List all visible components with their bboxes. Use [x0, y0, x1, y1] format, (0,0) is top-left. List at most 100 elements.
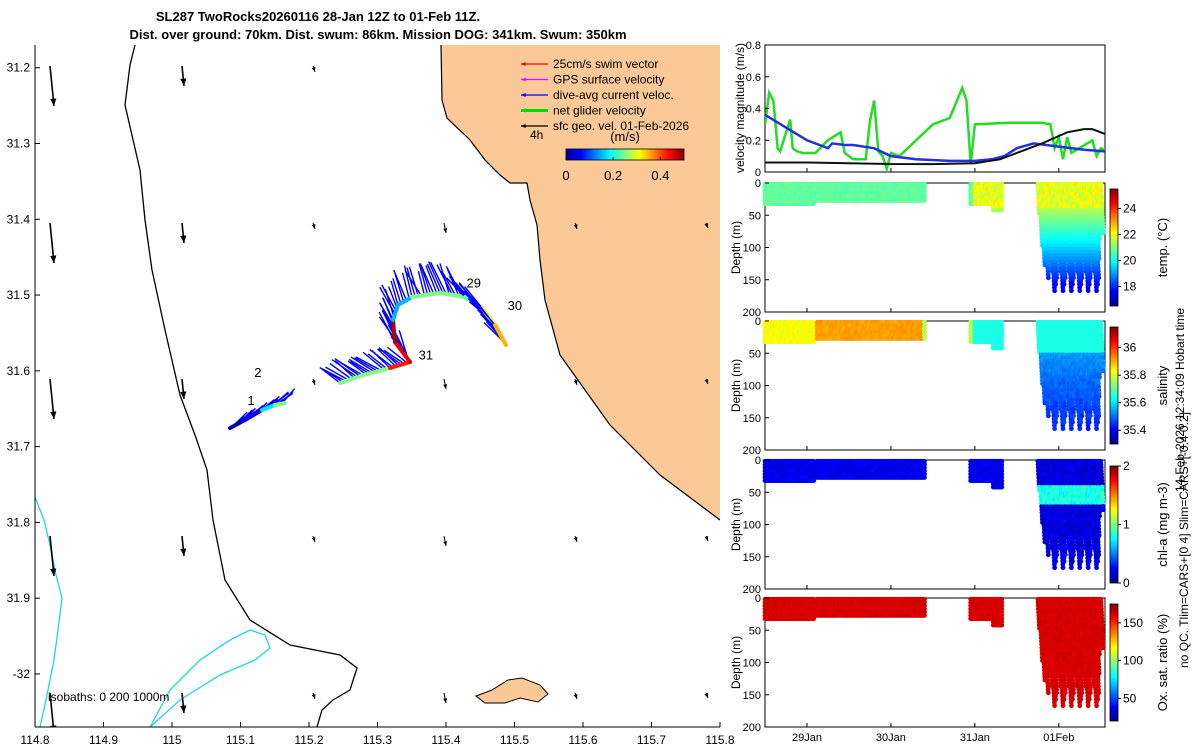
section-colorbar-tick-label: 22 — [1123, 228, 1137, 242]
section-point — [1078, 281, 1084, 287]
current-vector — [383, 349, 405, 365]
section-y-tick-label: 0 — [755, 316, 761, 328]
section-y-tick-label: 100 — [743, 243, 761, 255]
section-colorbar-tick-label: 35.4 — [1123, 423, 1147, 437]
isobath-1000m-a — [35, 496, 63, 727]
section-point — [1094, 288, 1099, 294]
colorbar-tick-label: 0.4 — [651, 168, 669, 183]
section-point — [999, 207, 1005, 213]
section-point — [1096, 394, 1102, 399]
section-point — [1061, 419, 1067, 425]
section-points — [762, 181, 1106, 294]
map-y-tick-label: 31.9 — [7, 591, 31, 605]
current-vector — [325, 366, 349, 381]
sfc-vel-arrow-head — [704, 536, 709, 541]
current-vector — [355, 356, 382, 372]
section-point — [1077, 426, 1083, 432]
map-y-ticks: 31.231.331.431.531.631.731.831.9-32 — [7, 61, 40, 681]
colorbar-tick-label: 0.2 — [604, 168, 622, 183]
current-vector — [367, 353, 388, 370]
track-segment — [391, 318, 397, 344]
legend-arrow-head — [521, 77, 526, 82]
section-point — [1070, 419, 1075, 425]
track-segment — [410, 291, 442, 299]
track-segment — [391, 303, 400, 322]
current-vector — [348, 358, 373, 374]
velocity-y-tick-label: 0.2 — [746, 135, 761, 147]
section-point — [1060, 426, 1066, 432]
section-y-tick-label: 150 — [743, 275, 761, 287]
legend-time-label: 4h — [530, 128, 543, 142]
sfc-vel-arrow-head — [50, 568, 57, 576]
current-vector — [403, 265, 413, 298]
sfc-vel-arrow-head — [180, 235, 187, 243]
current-vector — [404, 270, 422, 297]
current-vector — [387, 346, 408, 364]
section-point — [1053, 419, 1059, 425]
sfc-vel-arrow-head — [50, 255, 57, 263]
section-point — [1054, 275, 1060, 281]
track-segment — [243, 408, 264, 422]
sfc-vel-arrow-head — [573, 694, 578, 699]
section-colorbar-tick-label: 35.8 — [1123, 368, 1147, 382]
current-vector — [441, 270, 457, 296]
current-vector — [464, 286, 483, 309]
title-line-1: SL287 TwoRocks20260116 28-Jan 12Z to 01-… — [156, 9, 480, 24]
map-x-tick-label: 114.9 — [89, 733, 118, 747]
section-point — [1097, 374, 1102, 380]
current-vector — [320, 368, 341, 384]
legend-label: 25cm/s swim vector — [553, 57, 658, 71]
track-segment — [338, 374, 362, 385]
map-x-tick-label: 115 — [162, 733, 181, 747]
day-label: 2 — [254, 365, 261, 380]
legend-label: GPS surface velocity — [553, 73, 664, 87]
coastline — [440, 45, 720, 521]
legend-label: net glider velocity — [553, 104, 646, 118]
map-x-tick-label: 115.2 — [294, 733, 323, 747]
sfc-vel-arrow-head — [50, 98, 57, 106]
current-vector — [390, 280, 399, 306]
section-point — [1060, 288, 1066, 294]
map-y-tick-label: 31.5 — [7, 288, 31, 302]
section-point — [1054, 413, 1060, 419]
section-ylabel: Depth (m) — [729, 359, 743, 412]
section-point — [1085, 426, 1091, 432]
section-y-tick-label: 150 — [743, 413, 761, 425]
legend-arrow-head — [521, 124, 526, 128]
map-colorbar-ticks: 0 0.2 0.4 — [562, 157, 669, 183]
track-segment — [438, 291, 467, 299]
section-point — [1100, 230, 1106, 236]
isobaths-label: isobaths: 0 200 1000m — [48, 690, 169, 704]
legend-label: sfc geo. vel. 01-Feb-2026 — [553, 119, 689, 133]
section-point — [1095, 281, 1101, 287]
map-colorbar — [565, 148, 685, 161]
current-vector — [378, 347, 402, 366]
current-vector — [354, 357, 379, 372]
section-point — [1100, 368, 1106, 374]
current-vector — [401, 272, 410, 299]
current-vector — [379, 286, 396, 315]
section-y-tick-label: 100 — [743, 381, 761, 393]
velocity-y-tick-label: 0.4 — [746, 104, 761, 116]
section-colorbar-tick-label: 36 — [1123, 341, 1137, 355]
sfc-vel-arrow-head — [50, 411, 57, 419]
velocity-x-ticks — [806, 168, 1060, 172]
sfc-vel-arrow-head — [443, 698, 448, 703]
current-vector — [418, 263, 429, 295]
section-point — [1062, 413, 1068, 419]
sfc-vel-arrow-head — [311, 694, 316, 699]
section-point — [1095, 419, 1101, 425]
map-y-tick-label: 31.2 — [7, 61, 31, 75]
section-point — [922, 336, 927, 341]
current-vector — [281, 388, 296, 405]
section-point — [1096, 413, 1102, 419]
track-segment — [388, 360, 412, 370]
colorbar-tick-label: 0 — [562, 168, 569, 183]
section-point — [1096, 275, 1102, 281]
track-segment — [393, 340, 412, 364]
velocity-y-tick-label: 0 — [755, 167, 761, 179]
